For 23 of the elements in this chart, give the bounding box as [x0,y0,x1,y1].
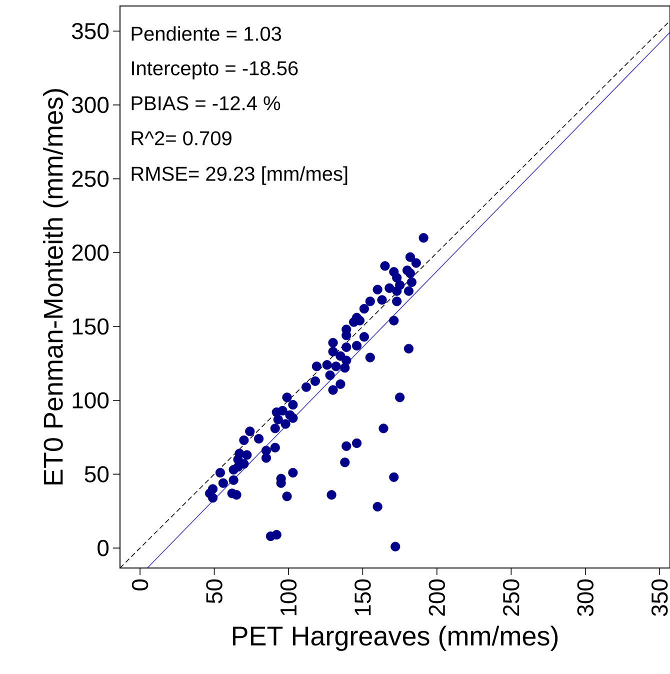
annotation: RMSE= 29.23 [mm/mes] [132,166,348,185]
annotation: R^2= 0.709 [132,131,232,146]
y-tick-label: 100 [72,392,109,408]
y-tick-label: 150 [72,318,109,335]
annotation: Pendiente = 1.03 [132,26,282,41]
y-tick-label: 200 [72,244,109,261]
annotation: PBIAS = -12.4 % [132,96,280,110]
x-tick-label: 150 [354,579,371,616]
y-axis-title: ET0 Penman-Monteith (mm/mes) [43,89,68,484]
x-axis-title: PET Hargreaves (mm/mes) [232,626,558,651]
x-tick-label: 300 [577,579,594,616]
x-tick-label: 100 [280,579,297,616]
x-tick-label: 0 [132,579,148,590]
x-tick-label: 350 [651,579,668,616]
x-tick-label: 50 [206,579,222,604]
y-tick-label: 300 [72,96,109,114]
y-tick-label: 0 [98,540,109,556]
y-tick-label: 50 [84,466,109,482]
x-tick-label: 200 [428,579,446,616]
y-tick-label: 350 [72,22,109,40]
annotation: Intercepto = -18.56 [132,61,298,80]
y-tick-label: 250 [72,170,109,187]
x-tick-label: 250 [503,579,520,616]
